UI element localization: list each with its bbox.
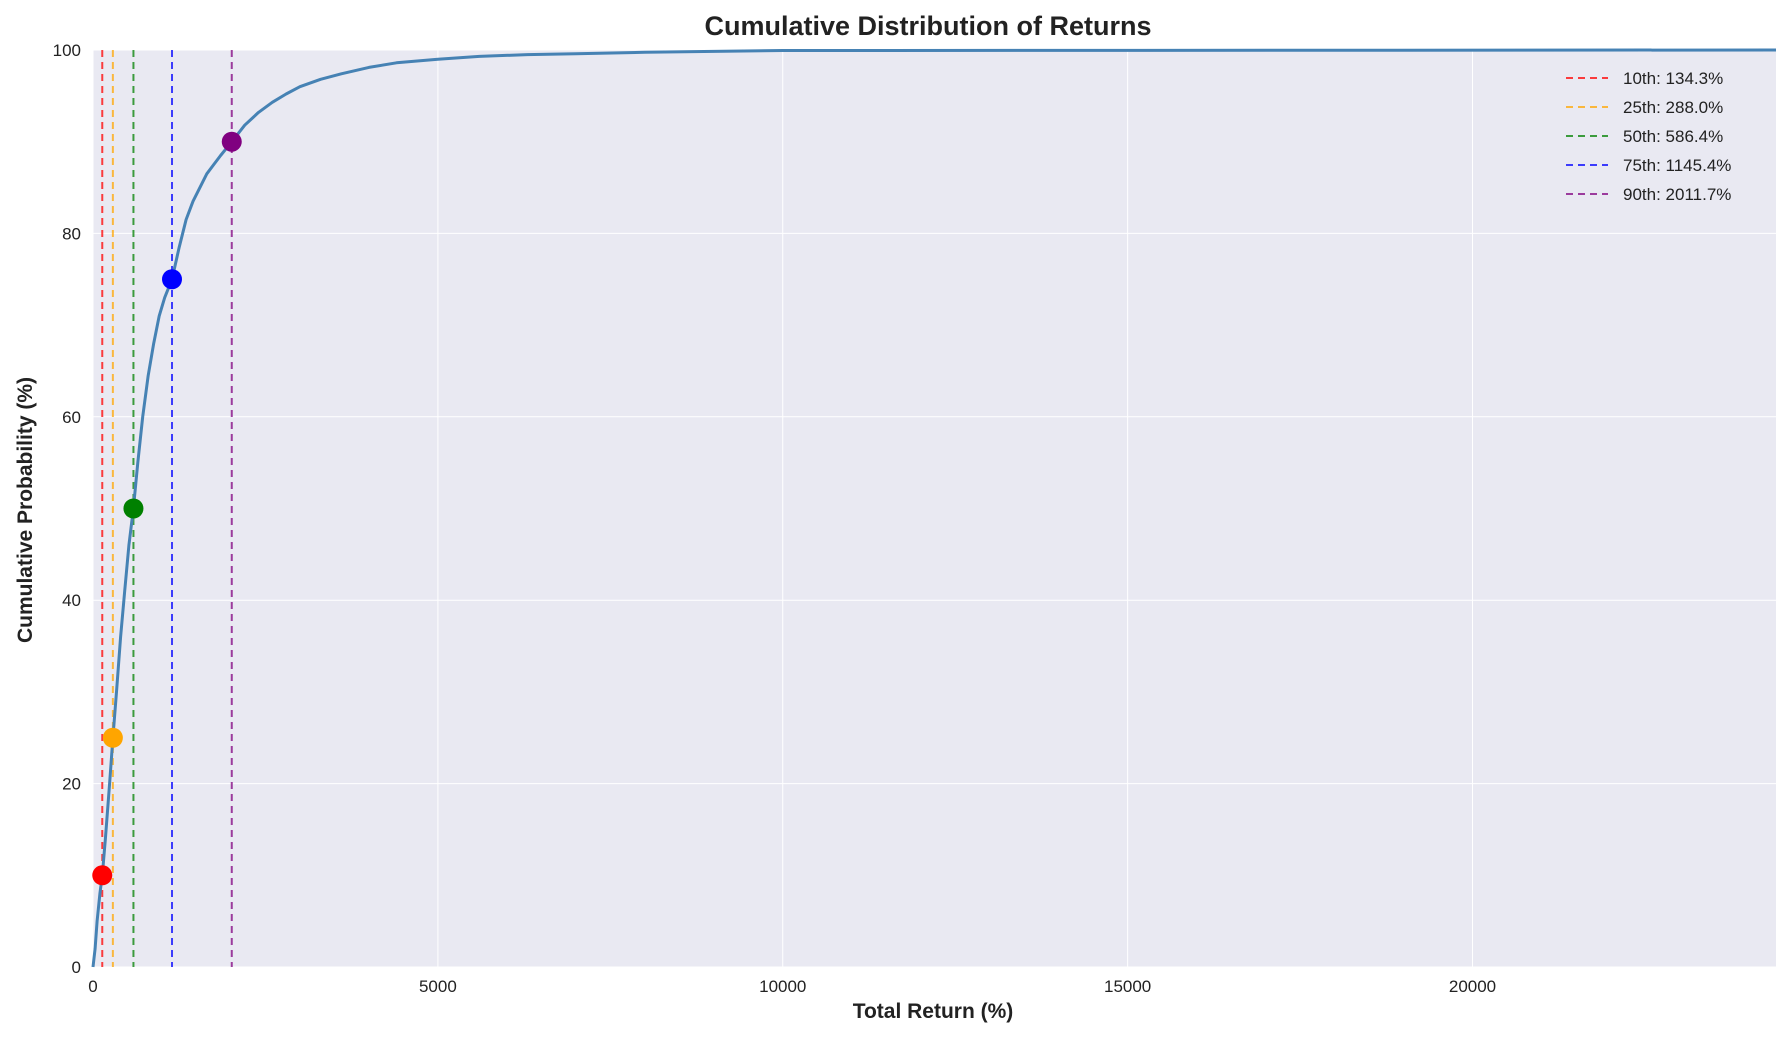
x-axis-ticks: 0 5000 10000 15000 20000	[88, 977, 1496, 996]
y-tick-label: 40	[62, 591, 81, 610]
plot-area	[93, 50, 1776, 967]
legend-label: 25th: 288.0%	[1623, 98, 1723, 117]
legend-label: 75th: 1145.4%	[1623, 156, 1731, 175]
y-axis-ticks: 0 20 40 60 80 100	[53, 41, 81, 977]
legend-label: 50th: 586.4%	[1623, 127, 1723, 146]
percentile-point	[102, 727, 123, 748]
y-tick-label: 60	[62, 408, 81, 427]
percentile-point	[123, 498, 144, 519]
y-tick-label: 0	[72, 958, 81, 977]
series-layer	[91, 48, 1777, 968]
chart-title: Cumulative Distribution of Returns	[704, 11, 1151, 41]
x-tick-label: 5000	[419, 977, 457, 996]
grid-lines	[92, 49, 1776, 968]
y-tick-label: 20	[62, 775, 81, 794]
legend-label: 10th: 134.3%	[1623, 69, 1723, 88]
legend-label: 90th: 2011.7%	[1623, 185, 1731, 204]
percentile-point	[221, 131, 242, 152]
x-tick-label: 10000	[759, 977, 806, 996]
x-axis-label: Total Return (%)	[853, 1000, 1014, 1023]
x-tick-label: 15000	[1104, 977, 1151, 996]
cdf-line	[91, 48, 1777, 968]
x-tick-label: 20000	[1449, 977, 1496, 996]
percentile-markers	[92, 131, 242, 886]
percentile-point	[92, 865, 113, 886]
x-tick-label: 0	[88, 977, 97, 996]
legend: 10th: 134.3% 25th: 288.0% 50th: 586.4% 75th…	[1566, 69, 1731, 204]
y-tick-label: 100	[53, 41, 81, 60]
y-axis-label: Cumulative Probability (%)	[14, 377, 37, 643]
percentile-point	[162, 269, 183, 290]
y-tick-label: 80	[62, 224, 81, 243]
